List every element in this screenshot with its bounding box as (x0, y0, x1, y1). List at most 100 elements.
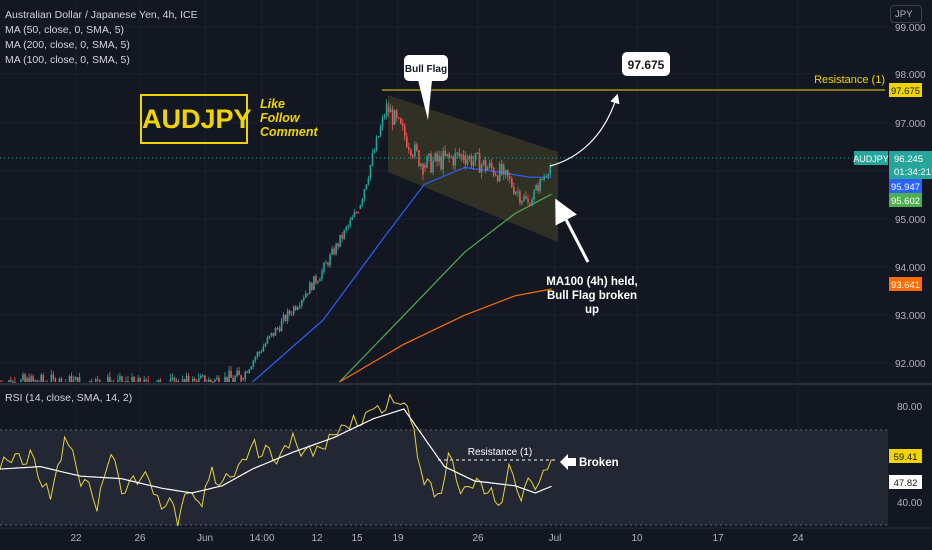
candle-body (355, 212, 358, 214)
candle-body (525, 196, 527, 199)
candle-body (238, 370, 240, 376)
candle-body (339, 234, 341, 247)
indicator-ma200[interactable]: MA (200, close, 0, SMA, 5) (5, 39, 130, 51)
rsi-ma-value-tag (889, 475, 922, 489)
rsi-band (0, 430, 888, 525)
candle-body (313, 276, 315, 291)
candle-body (270, 332, 273, 336)
candle-body (337, 243, 339, 247)
candle-body (300, 300, 303, 306)
ma-note-line-2: Bull Flag broken (547, 290, 637, 302)
candle-body (98, 379, 101, 382)
candle-body (452, 156, 455, 166)
candle-body (309, 282, 311, 294)
candle-body (24, 374, 26, 382)
candle-body (22, 374, 24, 380)
candle-body (341, 234, 343, 239)
candle-body (250, 366, 253, 370)
candle-body (280, 320, 283, 332)
candle-body (454, 152, 457, 166)
chart-title[interactable]: Australian Dollar / Japanese Yen, 4h, IC… (5, 9, 198, 21)
target-callout (622, 52, 670, 76)
candle-body (470, 155, 473, 166)
ma-line (338, 193, 552, 383)
time-tick: 12 (311, 533, 323, 544)
rsi-ma-value: 47.82 (894, 478, 918, 489)
candle-body (367, 178, 370, 185)
rsi-indicator-title[interactable]: RSI (14, close, SMA, 14, 2) (5, 392, 133, 404)
candle-body (204, 375, 206, 382)
candle-body (208, 379, 210, 382)
chart-legend: Australian Dollar / Japanese Yen, 4h, IC… (5, 8, 198, 68)
candle-body (262, 346, 265, 352)
candle-body (410, 149, 412, 156)
candle-body (284, 315, 287, 322)
candle-body (202, 375, 204, 377)
promo-comment: Comment (260, 125, 318, 139)
candle-body (34, 380, 36, 382)
candle-body (539, 178, 541, 191)
candle-body (511, 178, 513, 188)
time-tick: 26 (134, 533, 146, 544)
ma-note-line-3: up (585, 304, 599, 316)
candle-body (292, 306, 295, 315)
ma-green-value: 95.602 (891, 196, 920, 207)
candle-body (335, 243, 337, 255)
candle-body (474, 152, 477, 161)
rsi-axis[interactable]: 80.00 40.00 59.41 47.82 (889, 402, 922, 509)
rsi-value-tag (889, 449, 922, 463)
candle-body (391, 109, 394, 125)
resistance-label: Resistance (1) (814, 74, 885, 86)
candle-body (60, 378, 63, 382)
candle-body (294, 306, 297, 310)
candle-body (329, 254, 331, 266)
time-tick: 17 (712, 533, 724, 544)
candle-body (286, 310, 289, 322)
candle-body (547, 174, 550, 177)
candle-body (107, 376, 109, 382)
candle-body (480, 164, 483, 173)
ma-orange-value: 93.641 (891, 280, 920, 291)
ma-note-arrow (555, 198, 590, 263)
price-tick: 93.000 (895, 311, 926, 322)
candle-body (333, 248, 335, 255)
candle-body (381, 117, 384, 127)
candle-body (420, 163, 422, 166)
indicator-ma100[interactable]: MA (100, close, 0, SMA, 5) (5, 54, 130, 66)
candle-body (434, 153, 436, 162)
candle-body (276, 328, 279, 330)
time-tick: Jul (549, 533, 562, 544)
candle-body (175, 381, 178, 383)
candle-body (513, 187, 515, 194)
time-axis[interactable]: 22 26 Jun 14:00 12 15 19 26 Jul 10 17 24 (0, 527, 932, 544)
candle-body (58, 378, 61, 382)
currency-button[interactable]: JPY (890, 5, 922, 23)
candle-body (127, 381, 129, 383)
candle-body (430, 153, 432, 173)
rsi-ma-line (0, 408, 552, 494)
candle-body (96, 379, 99, 381)
candle-body (244, 371, 247, 380)
candle-body (399, 118, 402, 124)
candle-body (278, 328, 281, 332)
candle-body (177, 381, 180, 383)
indicator-ma50[interactable]: MA (50, close, 0, SMA, 5) (5, 24, 125, 36)
candle-body (442, 151, 444, 170)
candle-body (523, 196, 525, 201)
candle-body (408, 147, 410, 150)
candle-body (171, 377, 174, 379)
candle-body (393, 110, 396, 125)
candle-body (76, 377, 79, 382)
time-tick: 24 (792, 533, 804, 544)
candle-body (305, 293, 307, 298)
candle-body (157, 379, 160, 382)
price-axis[interactable]: 99.000 98.000 97.000 95.000 94.000 93.00… (853, 23, 932, 370)
promo-like: Like (260, 97, 286, 111)
time-tick: Jun (197, 533, 213, 544)
candle-body (440, 155, 442, 170)
candle-body (20, 379, 22, 382)
promo-follow: Follow (260, 111, 300, 125)
candle-body (412, 155, 414, 157)
candle-body (125, 381, 127, 383)
